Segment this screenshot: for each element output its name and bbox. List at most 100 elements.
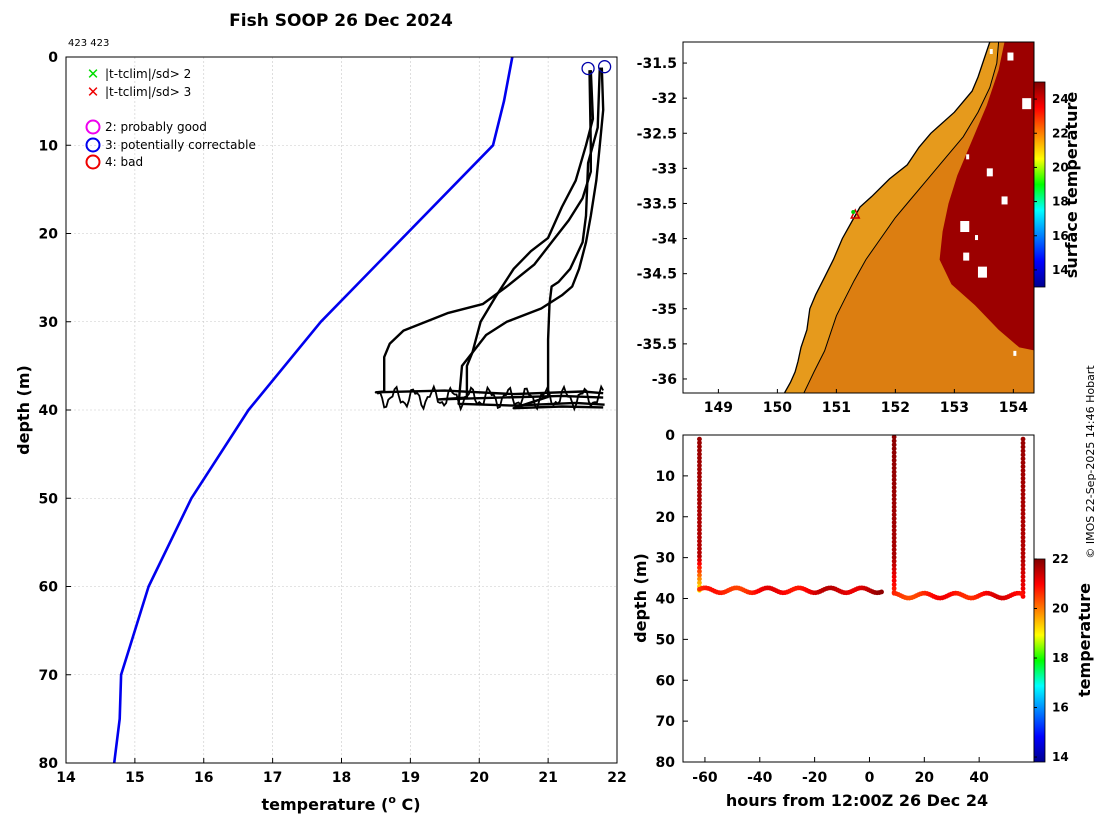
cast-point: [1020, 444, 1026, 450]
cast-point: [697, 448, 702, 453]
cast-point: [1020, 523, 1026, 529]
profile-line-bottom-tow: [375, 384, 604, 412]
cast-point: [1020, 554, 1026, 560]
cast-point: [1020, 507, 1026, 513]
cast-point: [891, 539, 897, 545]
cast-point: [1020, 546, 1026, 552]
cast-point: [891, 512, 897, 518]
profile-y-tick-label: 70: [39, 668, 59, 684]
profile-series: [112, 57, 605, 763]
cast-point: [1020, 527, 1026, 532]
cast-point: [697, 542, 702, 548]
cast-point: [891, 438, 897, 444]
profile-x-tick-label: 21: [538, 770, 557, 786]
cast-point: [1020, 479, 1026, 485]
cast-point: [1020, 476, 1026, 481]
profile-y-tick-label: 80: [39, 756, 59, 772]
cast-point: [1020, 542, 1026, 548]
cast-point: [697, 527, 702, 533]
map-warm-current: [939, 42, 1034, 351]
cast-point: [891, 551, 897, 556]
profile-y-tick-label: 50: [39, 491, 59, 507]
cast-point: [697, 451, 702, 457]
cast-point: [1020, 468, 1026, 473]
cast-point: [891, 489, 897, 494]
cast-point: [1020, 535, 1026, 540]
ship-position-marker: [850, 208, 861, 219]
cast-point: [697, 572, 702, 578]
map-y-tick-label: -33: [652, 161, 677, 177]
cast-point: [1020, 495, 1026, 501]
cast-point: [1020, 570, 1026, 576]
cast-point: [891, 477, 897, 483]
cast-point: [697, 455, 702, 461]
track-x-tick-label: -40: [747, 770, 773, 786]
cast-point: [697, 466, 702, 472]
missing-data-patch: [975, 235, 979, 241]
map-layers: [783, 42, 1034, 393]
cast-point: [1020, 578, 1026, 584]
map-x-tick-label: 154: [999, 400, 1028, 416]
cast-point: [1020, 574, 1026, 580]
blue-circle-icon: [85, 137, 101, 153]
cast-point: [1020, 503, 1026, 509]
cast-point: [891, 578, 897, 584]
map-colorbar-tick-label: 18: [1052, 195, 1069, 209]
cast-point: [1020, 499, 1026, 505]
track-x-tick-label: 0: [865, 770, 875, 786]
track-colorbar-tick-label: 18: [1052, 651, 1069, 665]
cast-point: [891, 574, 897, 580]
cast-id-label: 423 423: [68, 38, 109, 49]
tow-point: [879, 589, 884, 595]
profile-y-tick-label: 0: [48, 50, 58, 66]
cast-point: [1020, 538, 1026, 544]
cast-point: [891, 523, 897, 529]
track-colorbar-ticks: 14 16 18 20 22: [1034, 552, 1069, 764]
tow-point: [1018, 591, 1024, 597]
map-colorbar-label: surface temperature: [1062, 92, 1081, 279]
legend-item-bad: 4: bad: [85, 154, 143, 170]
track-y-axis-label: depth (m): [631, 553, 650, 643]
track-x-tick-label: -60: [692, 770, 718, 786]
track-ticks: -60 -40 -20 0 20 40 0 10 20 30 40 50 60 70 80: [656, 428, 990, 786]
track-y-tick-label: 50: [656, 632, 676, 648]
map-colorbar: [1033, 81, 1046, 288]
track-y-tick-label: 70: [656, 714, 676, 730]
track-x-axis-label: hours from 12:00Z 26 Dec 24: [726, 791, 988, 810]
figure-title: Fish SOOP 26 Dec 2024: [229, 11, 453, 31]
cast-point: [1020, 452, 1026, 458]
cast-point: [697, 508, 702, 514]
track-x-tick-label: -20: [802, 770, 828, 786]
cast-point: [697, 569, 702, 574]
cast-point: [1020, 531, 1026, 536]
cast-point: [1020, 566, 1026, 572]
cast-point: [891, 473, 897, 479]
map-x-tick-label: 149: [704, 400, 733, 416]
profile-line-profile-1: [374, 70, 604, 396]
profile-panel: 14 15 16 17 18 19 20 21 22 0 10 20 30 40 50 60 70 80 temp…: [14, 50, 627, 814]
cast-point: [1020, 562, 1026, 568]
cast-point: [697, 497, 702, 502]
legend-item-probably-good: 2: probably good: [85, 119, 207, 135]
flag-circle-marker: [597, 60, 612, 74]
profile-x-tick-label: 20: [470, 770, 490, 786]
cast-point: [891, 481, 897, 487]
cast-point: [1020, 586, 1026, 591]
missing-data-patch: [986, 168, 993, 177]
profile-y-tick-label: 60: [39, 580, 59, 596]
missing-data-patch: [989, 49, 993, 55]
track-colorbar-tick-label: 22: [1052, 552, 1069, 566]
cast-point: [697, 557, 702, 563]
cast-point: [697, 580, 702, 586]
cast-point: [1020, 436, 1026, 442]
profile-line-profile-3: [457, 67, 605, 407]
track-y-tick-label: 10: [656, 469, 676, 485]
legend-label-probably-good: 2: probably good: [105, 120, 207, 134]
cast-point: [697, 436, 702, 442]
cast-point: [891, 461, 897, 467]
missing-data-patch: [1007, 52, 1014, 61]
cast-point: [1020, 464, 1026, 470]
map-colorbar-tick-label: 16: [1052, 229, 1069, 243]
cast-point: [891, 566, 897, 572]
map-panel: 149 150 151 152 153 154 -31.5 -32 -32.5 -33 -33.5 -…: [637, 41, 1081, 416]
